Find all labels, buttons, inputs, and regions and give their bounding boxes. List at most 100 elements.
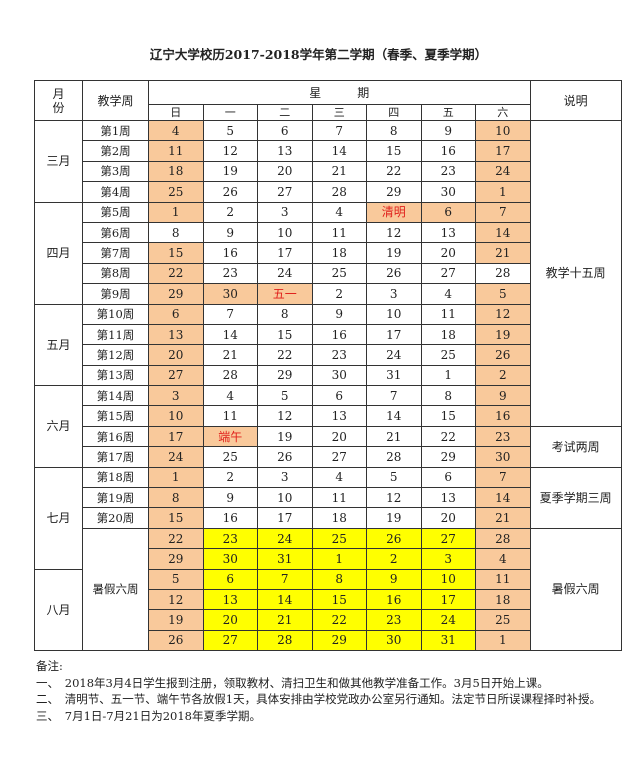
day-cell: 30 — [420, 181, 476, 203]
day-cell: 19 — [202, 160, 258, 183]
day-cell: 20 — [202, 609, 258, 631]
week-label: 第12周 — [82, 344, 149, 366]
day-cell: 7 — [202, 303, 258, 325]
week-row: 第16周 17 端午 19 20 21 22 23 考试两周 — [35, 425, 622, 468]
day-cell: 14 — [475, 221, 531, 244]
day-cell: 27 — [311, 446, 367, 468]
remark-item: 三、 7月1日-7月21日为2018年夏季学期。 — [36, 708, 261, 723]
day-cell: 8 — [366, 119, 422, 142]
day-cell: 22 — [311, 609, 367, 631]
day-cell: 21 — [475, 242, 531, 264]
day-cell: 16 — [366, 588, 422, 611]
day-cell: 11 — [420, 303, 476, 325]
day-cell: 6 — [420, 201, 476, 223]
day-cell: 25 — [475, 609, 531, 631]
day-cell: 1 — [420, 364, 476, 387]
day-cell: 6 — [311, 385, 367, 407]
day-cell: 1 — [311, 548, 367, 570]
day-cell: 29 — [148, 548, 204, 570]
day-cell: 13 — [148, 323, 204, 346]
week-row: 第8周 22 23 24 25 26 27 28 — [35, 262, 622, 285]
day-cell: 20 — [311, 425, 367, 448]
day-cell: 20 — [420, 507, 476, 529]
day-cell: 25 — [148, 181, 204, 203]
day-cell: 5 — [148, 568, 204, 590]
weekday-group-header: 星 期 — [148, 80, 531, 105]
day-cell: 18 — [420, 323, 476, 346]
week-row: 第19周 8 9 10 11 12 13 14 — [35, 487, 622, 509]
day-cell: 6 — [257, 119, 313, 142]
day-cell: 15 — [420, 405, 476, 427]
day-cell: 22 — [148, 262, 204, 285]
week-label: 第14周 — [82, 385, 149, 407]
day-cell: 25 — [202, 446, 258, 468]
day-cell: 11 — [148, 140, 204, 162]
period-note: 教学十五周 — [529, 120, 622, 427]
week-label: 第18周 — [82, 466, 149, 489]
day-cell: 27 — [148, 364, 204, 387]
day-cell: 30 — [202, 548, 258, 570]
day-cell: 26 — [366, 262, 422, 285]
day-cell: 29 — [420, 446, 476, 468]
day-cell: 10 — [257, 221, 313, 244]
month-label: 七月 — [34, 466, 83, 570]
day-cell: 3 — [148, 385, 204, 407]
day-cell: 18 — [311, 507, 367, 529]
day-cell: 29 — [311, 629, 367, 652]
day-cell: 9 — [366, 568, 422, 590]
week-label: 第8周 — [82, 262, 149, 285]
day-cell: 4 — [148, 119, 204, 142]
week-label: 第16周 — [82, 425, 149, 448]
day-cell: 27 — [420, 527, 476, 550]
weekday-header: 一 — [202, 104, 258, 121]
day-cell: 24 — [257, 262, 313, 285]
day-cell: 14 — [475, 487, 531, 509]
day-cell: 26 — [148, 629, 204, 652]
day-cell: 22 — [420, 425, 476, 448]
day-cell: 5 — [366, 466, 422, 489]
day-cell: 9 — [202, 221, 258, 244]
day-cell: 16 — [420, 140, 476, 162]
week-row: 19 20 21 22 23 24 25 — [35, 609, 622, 631]
day-cell: 3 — [366, 283, 422, 305]
week-label: 第19周 — [82, 487, 149, 509]
day-cell: 20 — [257, 160, 313, 183]
day-cell: 28 — [475, 527, 531, 550]
day-cell: 14 — [311, 140, 367, 162]
day-cell: 7 — [366, 385, 422, 407]
day-cell: 28 — [366, 446, 422, 468]
week-label: 第10周 — [82, 303, 149, 325]
day-cell: 10 — [148, 405, 204, 427]
day-cell: 13 — [420, 221, 476, 244]
day-cell: 14 — [366, 405, 422, 427]
day-cell: 15 — [148, 242, 204, 264]
week-row: 五月 第10周 6 7 8 9 10 11 12 — [34, 303, 622, 387]
day-cell: 5 — [257, 385, 313, 407]
day-cell: 15 — [257, 323, 313, 346]
day-cell: 25 — [311, 527, 367, 550]
day-cell: 27 — [420, 262, 476, 285]
day-cell: 25 — [311, 262, 367, 285]
day-cell: 29 — [257, 364, 313, 387]
day-cell: 9 — [311, 303, 367, 325]
day-cell: 12 — [148, 588, 204, 611]
day-cell: 15 — [311, 588, 367, 611]
day-cell: 10 — [475, 119, 531, 142]
day-cell: 19 — [148, 609, 204, 631]
day-cell: 1 — [475, 629, 531, 652]
day-cell: 30 — [366, 629, 422, 652]
day-cell: 6 — [420, 466, 476, 489]
week-row: 八月 5 6 7 8 9 10 11 — [34, 568, 622, 652]
day-cell: 7 — [475, 466, 531, 489]
week-row: 第7周 15 16 17 18 19 20 21 — [35, 242, 622, 264]
weekday-header: 二 — [257, 104, 313, 121]
day-cell: 29 — [366, 181, 422, 203]
day-cell: 19 — [257, 425, 313, 448]
day-cell: 9 — [420, 119, 476, 142]
week-row: 三月 第1周 4 5 6 7 8 9 10 教学十五周 — [34, 119, 622, 427]
week-label: 第15周 — [82, 405, 149, 427]
week-label: 第4周 — [82, 181, 149, 203]
day-cell: 4 — [311, 466, 367, 489]
day-cell: 12 — [202, 140, 258, 162]
day-cell: 3 — [257, 466, 313, 489]
